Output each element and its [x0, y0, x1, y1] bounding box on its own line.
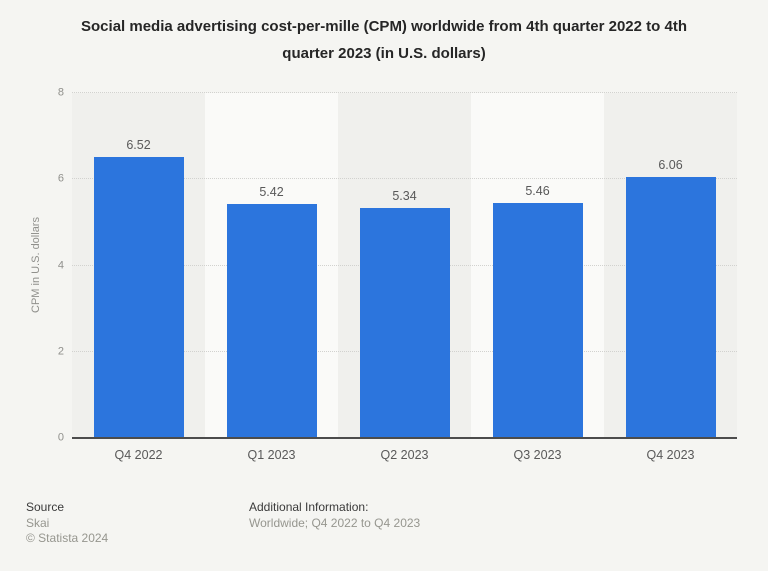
additional-info-block: Additional Information: Worldwide; Q4 20… — [249, 500, 420, 531]
copyright: © Statista 2024 — [26, 531, 109, 545]
bar-value-label: 6.52 — [126, 137, 151, 152]
gridline — [72, 178, 737, 180]
x-axis-label: Q4 2023 — [646, 448, 695, 462]
source-label: Source — [26, 500, 65, 514]
bar-value-label: 5.34 — [392, 188, 417, 203]
x-axis-label: Q4 2022 — [114, 448, 163, 462]
chart-title-line2: quarter 2023 (in U.S. dollars) — [282, 45, 486, 62]
y-axis-tick: 6 — [57, 172, 64, 185]
additional-info-value: Worldwide; Q4 2022 to Q4 2023 — [249, 515, 421, 530]
source-value: Skai — [26, 515, 50, 530]
bar-value-label: 5.42 — [259, 185, 284, 200]
x-axis-label: Q3 2023 — [513, 448, 562, 462]
y-axis-tick: 8 — [57, 86, 64, 99]
x-axis-label: Q1 2023 — [247, 448, 296, 462]
y-axis-title: CPM in U.S. dollars — [30, 217, 42, 314]
y-axis-tick: 0 — [57, 431, 64, 444]
bar-value-label: 5.46 — [525, 183, 550, 198]
x-axis-label: Q2 2023 — [380, 448, 429, 462]
bar-column: 6.06 — [604, 93, 737, 438]
bar — [492, 202, 583, 438]
bar — [359, 207, 450, 438]
source-block: Source Skai © Statista 2024 — [26, 500, 108, 547]
bar — [93, 156, 184, 438]
gridline — [72, 92, 737, 93]
bar-column: 5.46 — [471, 93, 604, 438]
bar-column: 6.52 — [72, 93, 205, 438]
bar — [226, 204, 317, 438]
chart-title: Social media advertising cost-per-mille … — [0, 13, 768, 67]
additional-info-label: Additional Information: — [249, 500, 369, 514]
bar-column: 5.42 — [205, 93, 338, 438]
bar — [625, 176, 716, 438]
bar-column: 5.34 — [338, 93, 471, 438]
x-axis-line — [72, 437, 737, 439]
chart-title-line1: Social media advertising cost-per-mille … — [81, 18, 687, 35]
bar-value-label: 6.06 — [658, 157, 683, 172]
plot-area: 0 2 4 6 8 6.52 Q4 2022 5.42 Q1 2023 5.34 Q2 2023 5.… — [58, 87, 737, 462]
y-axis-tick: 4 — [57, 259, 64, 271]
y-axis-tick: 2 — [57, 345, 64, 358]
